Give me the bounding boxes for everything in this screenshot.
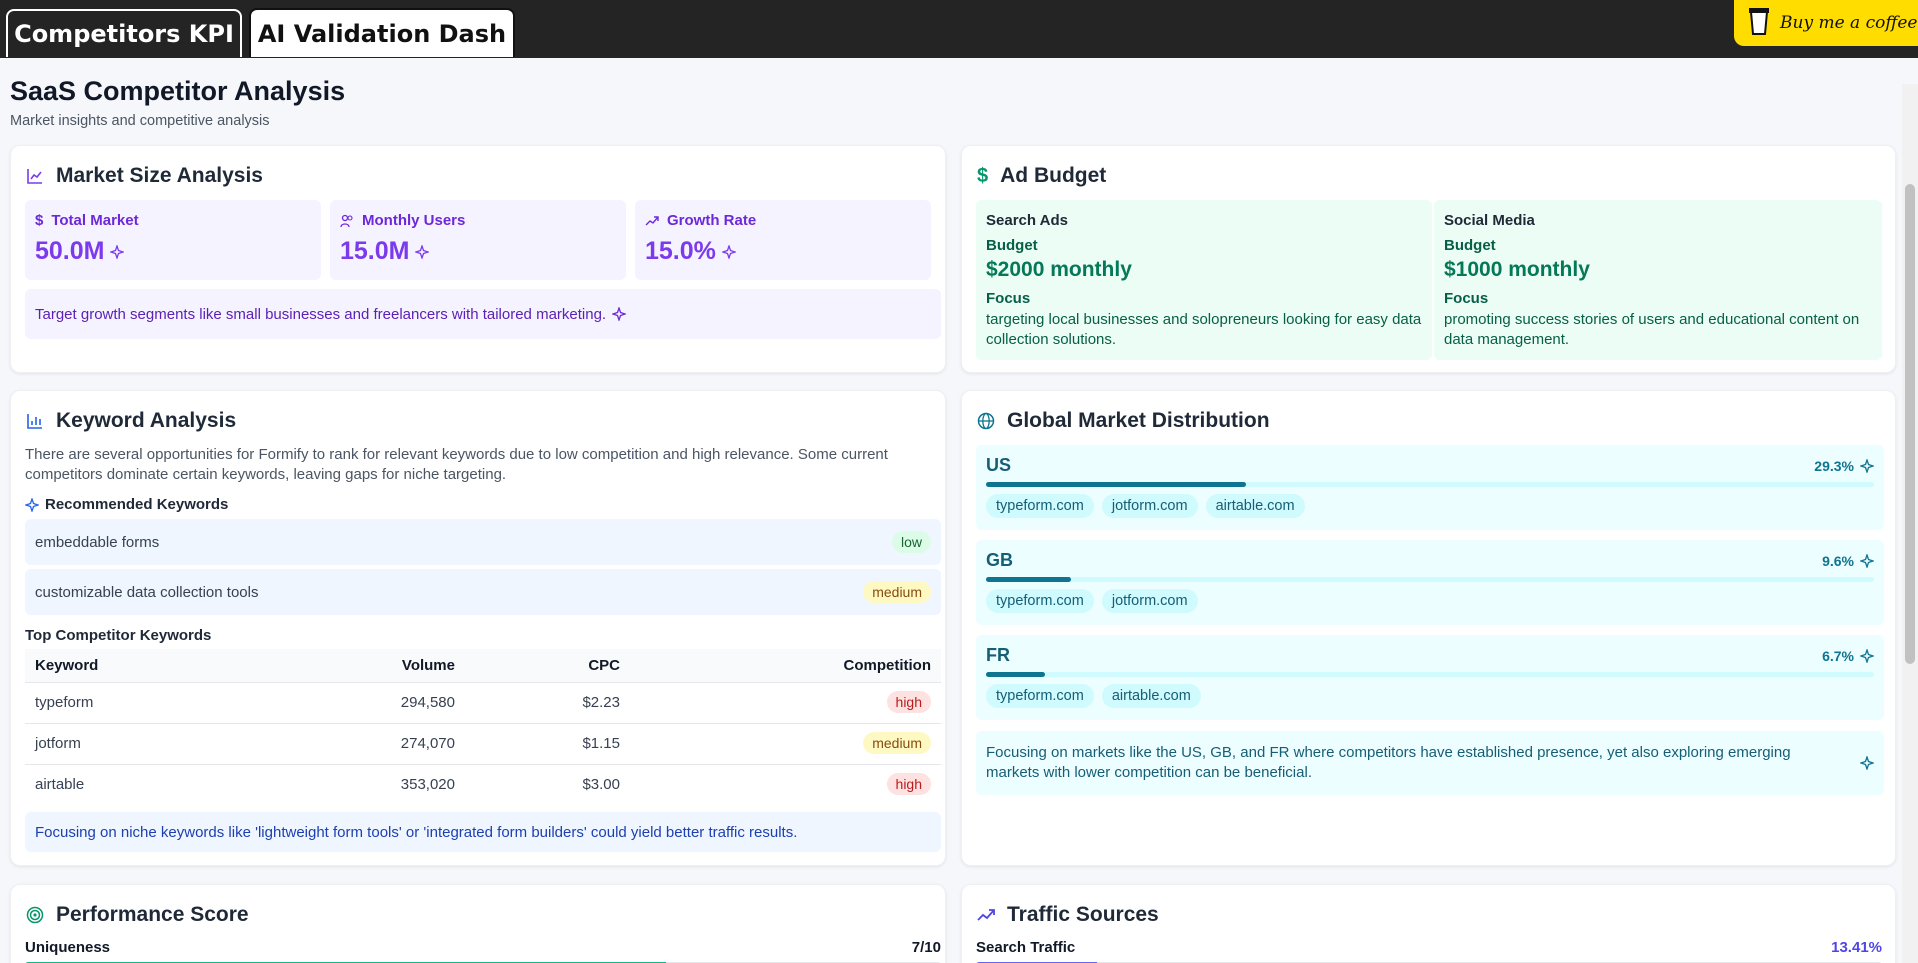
domain-chip: jotform.com bbox=[1101, 589, 1198, 613]
col-competition: Competition bbox=[630, 649, 941, 683]
domain-chip: typeform.com bbox=[986, 589, 1094, 613]
dollar-icon: $ bbox=[977, 164, 989, 187]
line-chart-icon bbox=[27, 169, 42, 184]
competition-badge: medium bbox=[863, 732, 931, 754]
competitor-keywords-table: Keyword Volume CPC Competition typeform … bbox=[25, 649, 941, 805]
coffee-label: Buy me a coffee bbox=[1780, 13, 1918, 33]
top-competitor-keywords-heading: Top Competitor Keywords bbox=[25, 627, 212, 644]
domain-chip: jotform.com bbox=[1101, 494, 1198, 518]
ad-search: Search Ads Budget $2000 monthly Focus ta… bbox=[976, 200, 1432, 360]
market-size-title: Market Size Analysis bbox=[26, 164, 263, 188]
market-pct: 29.3% bbox=[1814, 457, 1854, 474]
col-volume: Volume bbox=[325, 649, 465, 683]
search-traffic-row: Search Traffic 13.41% bbox=[976, 939, 1882, 956]
market-fr: FR 6.7% typeform.com airtable.com bbox=[976, 635, 1884, 720]
sparkle-icon bbox=[721, 244, 736, 259]
ad-budget-title: $ Ad Budget bbox=[977, 164, 1107, 187]
uniqueness-row: Uniqueness 7/10 bbox=[25, 939, 941, 956]
keyword-analysis-title: Keyword Analysis bbox=[26, 409, 236, 433]
table-row: typeform 294,580 $2.23 high bbox=[25, 682, 941, 724]
keyword-analysis-card: Keyword Analysis There are several oppor… bbox=[10, 390, 946, 866]
ad-budget-card: $ Ad Budget Search Ads Budget $2000 mont… bbox=[961, 145, 1896, 373]
recommended-keywords-heading: Recommended Keywords bbox=[25, 496, 228, 513]
globe-icon bbox=[977, 412, 995, 430]
bar-chart-icon bbox=[27, 414, 42, 429]
trend-up-icon bbox=[977, 909, 995, 921]
keyword-description: There are several opportunities for Form… bbox=[25, 446, 888, 483]
sparkle-icon bbox=[25, 497, 39, 512]
target-icon bbox=[26, 906, 44, 924]
recommended-keyword-row: embeddable forms low bbox=[25, 519, 941, 565]
traffic-title: Traffic Sources bbox=[977, 903, 1159, 927]
performance-title: Performance Score bbox=[26, 903, 249, 927]
market-code: FR bbox=[986, 645, 1010, 665]
competition-badge: high bbox=[886, 773, 931, 796]
table-row: airtable 353,020 $3.00 high bbox=[25, 764, 941, 805]
buy-me-coffee-button[interactable]: Buy me a coffee bbox=[1734, 0, 1918, 46]
market-share-fill bbox=[986, 672, 1046, 677]
market-share-bar bbox=[986, 482, 1874, 487]
sparkle-icon bbox=[415, 244, 430, 259]
keyword-note: Focusing on niche keywords like 'lightwe… bbox=[25, 812, 941, 852]
sparkle-icon bbox=[1860, 648, 1874, 663]
page-title: SaaS Competitor Analysis bbox=[10, 76, 346, 106]
sparkle-icon bbox=[612, 307, 627, 321]
dollar-icon: $ bbox=[35, 212, 44, 229]
col-keyword: Keyword bbox=[25, 649, 325, 683]
top-bar: Competitors KPI AI Validation Dash Buy m… bbox=[0, 0, 1918, 58]
table-header-row: Keyword Volume CPC Competition bbox=[25, 649, 941, 683]
coffee-cup-icon bbox=[1748, 6, 1770, 41]
ad-social: Social Media Budget $1000 monthly Focus … bbox=[1434, 200, 1882, 360]
global-market-title: Global Market Distribution bbox=[977, 409, 1270, 433]
sparkle-icon bbox=[1860, 553, 1874, 568]
competition-badge: high bbox=[886, 691, 931, 713]
stat-growth-rate: Growth Rate 15.0% bbox=[635, 200, 931, 280]
domain-chip: airtable.com bbox=[1205, 494, 1305, 518]
trend-up-icon bbox=[645, 215, 659, 225]
market-gb: GB 9.6% typeform.com jotform.com bbox=[976, 540, 1884, 625]
market-pct: 9.6% bbox=[1822, 552, 1854, 569]
col-cpc: CPC bbox=[465, 649, 630, 683]
stat-total-market: $ Total Market 50.0M bbox=[25, 200, 321, 280]
market-size-card: Market Size Analysis $ Total Market 50.0M… bbox=[10, 145, 946, 373]
tab-competitors-kpi[interactable]: Competitors KPI bbox=[6, 9, 242, 57]
page-scrollbar[interactable] bbox=[1902, 84, 1918, 963]
domain-chip: typeform.com bbox=[986, 684, 1094, 708]
page-header: SaaS Competitor Analysis Market insights… bbox=[10, 76, 345, 129]
market-code: GB bbox=[986, 550, 1013, 570]
sparkle-icon bbox=[1860, 458, 1874, 473]
market-us: US 29.3% typeform.com jotform.com airtab… bbox=[976, 445, 1884, 530]
traffic-card: Traffic Sources Search Traffic 13.41% bbox=[961, 884, 1896, 963]
recommended-keyword-row: customizable data collection tools mediu… bbox=[25, 569, 941, 615]
global-market-card: Global Market Distribution US 29.3% type… bbox=[961, 390, 1896, 866]
sparkle-icon bbox=[110, 244, 125, 259]
domain-chip: typeform.com bbox=[986, 494, 1094, 518]
market-share-bar bbox=[986, 672, 1874, 677]
domain-chip: airtable.com bbox=[1101, 684, 1201, 708]
sparkle-icon bbox=[1860, 756, 1874, 770]
tab-ai-validation-dash[interactable]: AI Validation Dash bbox=[249, 8, 515, 57]
market-share-bar bbox=[986, 577, 1874, 582]
stat-monthly-users: Monthly Users 15.0M bbox=[330, 200, 626, 280]
competition-badge: low bbox=[891, 531, 931, 553]
performance-card: Performance Score Uniqueness 7/10 bbox=[10, 884, 946, 963]
market-code: US bbox=[986, 455, 1012, 475]
page-subtitle: Market insights and competitive analysis bbox=[10, 113, 270, 129]
market-pct: 6.7% bbox=[1822, 647, 1854, 664]
users-icon bbox=[340, 214, 353, 227]
market-share-fill bbox=[986, 577, 1072, 582]
competition-badge: medium bbox=[863, 581, 931, 603]
market-share-fill bbox=[986, 482, 1247, 487]
table-row: jotform 274,070 $1.15 medium bbox=[25, 723, 941, 765]
market-note: Target growth segments like small busine… bbox=[25, 289, 941, 339]
scrollbar-thumb[interactable] bbox=[1905, 184, 1915, 664]
global-note: Focusing on markets like the US, GB, and… bbox=[976, 731, 1884, 795]
